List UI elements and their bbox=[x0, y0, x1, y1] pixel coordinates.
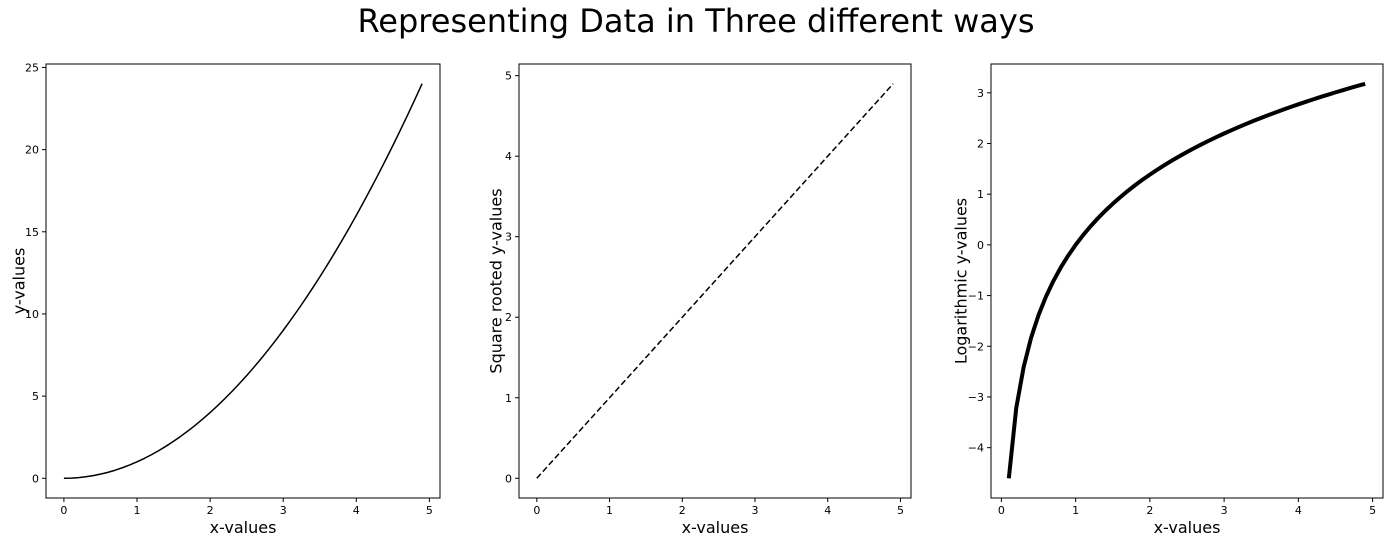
y-axis-label: Logarithmic y-values bbox=[952, 198, 971, 364]
x-axis-label: x-values bbox=[1154, 518, 1221, 537]
x-axis-label: x-values bbox=[682, 518, 749, 537]
y-tick-label: 0 bbox=[977, 239, 984, 252]
y-tick-label: 25 bbox=[25, 61, 39, 74]
x-tick-label: 0 bbox=[998, 504, 1005, 517]
plot-frame bbox=[45, 63, 441, 499]
series-line bbox=[536, 83, 894, 479]
y-axis-label: y-values bbox=[10, 248, 29, 315]
y-tick-label: −4 bbox=[968, 442, 984, 455]
y-tick-label: 1 bbox=[505, 392, 512, 405]
y-tick-label: 15 bbox=[25, 226, 39, 239]
plot-frame bbox=[990, 63, 1384, 499]
y-tick-label: 20 bbox=[25, 144, 39, 157]
x-tick-label: 4 bbox=[1295, 504, 1302, 517]
plot-frame bbox=[518, 63, 912, 499]
x-tick-label: 2 bbox=[1146, 504, 1153, 517]
y-tick-label: 2 bbox=[505, 311, 512, 324]
y-tick-label: 0 bbox=[32, 472, 39, 485]
x-tick-label: 2 bbox=[207, 504, 214, 517]
x-tick-label: 5 bbox=[426, 504, 433, 517]
x-tick-label: 4 bbox=[353, 504, 360, 517]
y-tick-label: 0 bbox=[505, 472, 512, 485]
x-tick-label: 3 bbox=[752, 504, 759, 517]
x-tick-label: 0 bbox=[533, 504, 540, 517]
figure-title: Representing Data in Three different way… bbox=[357, 2, 1035, 40]
y-tick-label: −1 bbox=[968, 290, 984, 303]
x-tick-label: 1 bbox=[134, 504, 141, 517]
y-tick-label: 3 bbox=[977, 87, 984, 100]
x-tick-label: 1 bbox=[606, 504, 613, 517]
y-tick-label: 10 bbox=[25, 308, 39, 321]
y-tick-label: 3 bbox=[505, 231, 512, 244]
y-tick-label: 4 bbox=[505, 150, 512, 163]
x-tick-label: 1 bbox=[1072, 504, 1079, 517]
series-line bbox=[63, 83, 423, 480]
x-tick-label: 0 bbox=[60, 504, 67, 517]
y-tick-label: 5 bbox=[505, 70, 512, 83]
subplot-2: 0 1 2 3 4 5 0 1 2 3 4 5 x-values Square rooted y-va… bbox=[487, 63, 912, 537]
x-tick-label: 5 bbox=[1369, 504, 1376, 517]
x-axis-label: x-values bbox=[210, 518, 277, 537]
x-tick-label: 3 bbox=[1221, 504, 1228, 517]
y-tick-label: 2 bbox=[977, 137, 984, 150]
x-tick-label: 4 bbox=[824, 504, 831, 517]
y-tick-label: 1 bbox=[977, 188, 984, 201]
x-tick-label: 2 bbox=[679, 504, 686, 517]
subplot-3: 0 1 2 3 4 5 −4 −3 −2 −1 0 1 2 3 x-values Logarithmic … bbox=[952, 63, 1384, 537]
x-tick-label: 5 bbox=[897, 504, 904, 517]
y-axis-label: Square rooted y-values bbox=[487, 188, 506, 373]
subplot-1: 0 1 2 3 4 5 0 5 10 15 20 25 x-values y-values bbox=[10, 61, 441, 537]
y-tick-label: −3 bbox=[968, 391, 984, 404]
y-tick-label: −2 bbox=[968, 340, 984, 353]
series-line bbox=[1006, 81, 1366, 479]
x-tick-label: 3 bbox=[280, 504, 287, 517]
y-tick-label: 5 bbox=[32, 390, 39, 403]
